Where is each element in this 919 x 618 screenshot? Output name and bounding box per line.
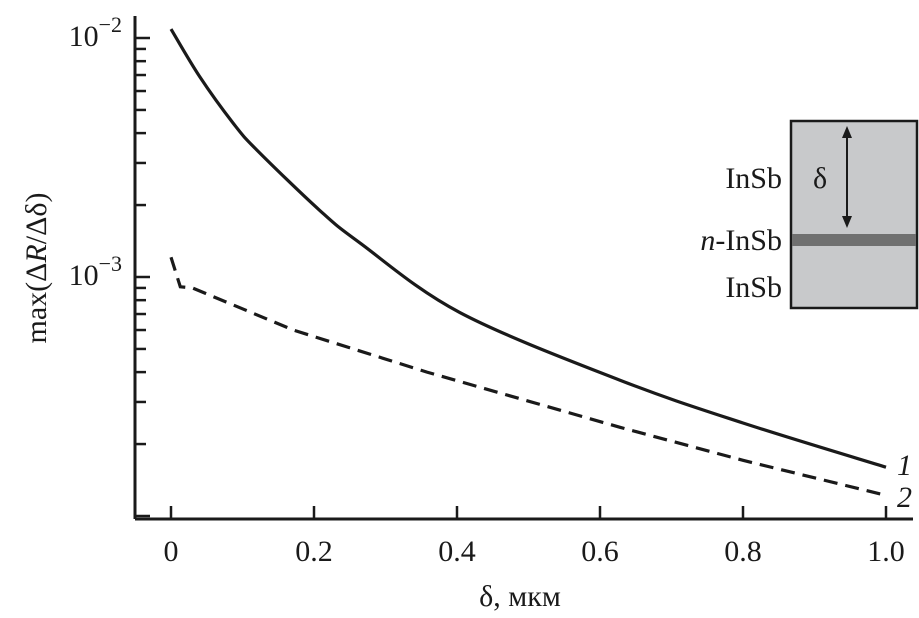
x-tick-label: 0.2 (295, 535, 333, 568)
y-ticks: 10−3 10−2 (69, 12, 150, 518)
y-axis-label: max(ΔR/Δδ) (20, 192, 53, 343)
inset-diagram: δ InSb n-InSb InSb (700, 119, 919, 310)
x-tick-label: 1.0 (867, 535, 905, 568)
series-2-line (169, 256, 887, 497)
inset-delta-label: δ (813, 162, 827, 195)
y-tick-label: 10−2 (69, 12, 122, 53)
x-tick-label: 0.4 (438, 535, 476, 568)
x-tick-label: 0.6 (581, 535, 619, 568)
x-axis-label: δ, мкм (479, 580, 561, 613)
inset-label-top: InSb (725, 162, 782, 195)
inset-arrow-head-up (842, 126, 852, 138)
series-label-2: 2 (897, 481, 912, 514)
series-group (169, 28, 887, 497)
inset-label-mid: n-InSb (700, 224, 782, 257)
inset-arrow-head-down (842, 216, 852, 228)
x-tick-label: 0.8 (724, 535, 762, 568)
inset-n-layer-band (792, 234, 916, 246)
x-tick-label: 0 (164, 535, 179, 568)
series-1-line (169, 28, 887, 469)
inset-label-bottom: InSb (725, 271, 782, 304)
x-ticks: 0 0.2 0.4 0.6 0.8 1.0 (164, 506, 905, 568)
inset-layer-box (789, 119, 919, 310)
axes (133, 16, 913, 521)
series-label-1: 1 (897, 449, 912, 482)
y-tick-label: 10−3 (69, 251, 122, 292)
